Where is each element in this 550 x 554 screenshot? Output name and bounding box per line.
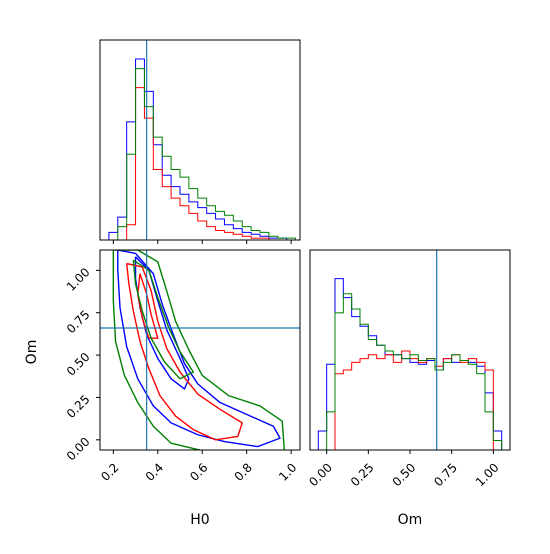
contour-series-1-level-0 [125, 262, 243, 441]
x-tick-label: 0.4 [143, 460, 166, 483]
histogram-series-group [310, 278, 510, 450]
y-tick-label: 0.50 [64, 350, 93, 379]
y-tick-label: 0.75 [64, 307, 93, 336]
histogram-series-2 [100, 68, 297, 240]
contour-series-2-level-0 [112, 250, 286, 450]
y-tick-label: 0.25 [64, 392, 93, 421]
contour-series-2-level-1 [132, 259, 195, 380]
y-tick-label: 1.00 [64, 265, 93, 294]
panel-frame [99, 39, 301, 241]
x-tick-label: 0.00 [306, 460, 335, 489]
panel-frame [99, 249, 301, 451]
x-tick-label: 1.00 [473, 460, 502, 489]
contour-H0-Om-panel: 0.2 0.4 0.6 0.8 1.0 0.00 0.25 0.50 0.75 1.00 [64, 249, 301, 484]
x-tick-label: 0.75 [431, 460, 460, 489]
x-tick-label: 1.0 [276, 460, 299, 483]
y-axis-label-Om: Om [24, 340, 40, 365]
histogram-series-group [100, 58, 297, 240]
x-tick-label: 0.50 [390, 460, 419, 489]
panel-frame [309, 249, 511, 451]
histogram-series-1 [100, 87, 296, 240]
contour-series-0-level-0 [117, 250, 281, 448]
histogram-series-2 [310, 293, 510, 450]
x-tick-label: 0.2 [98, 460, 121, 483]
contour-series-group [112, 250, 286, 450]
x-axis-label-Om-hist: Om [398, 512, 423, 528]
y-tick-label: 0.00 [64, 435, 93, 464]
hist-H0-panel [99, 39, 301, 244]
x-axis-label-H0: H0 [190, 512, 209, 528]
hist-Om-panel: 0.00 0.25 0.50 0.75 1.00 [306, 249, 511, 489]
x-tick-label: 0.25 [348, 460, 377, 489]
histogram-series-0 [310, 278, 510, 450]
x-tick-label: 0.6 [187, 460, 210, 483]
x-tick-label: 0.8 [232, 460, 255, 483]
